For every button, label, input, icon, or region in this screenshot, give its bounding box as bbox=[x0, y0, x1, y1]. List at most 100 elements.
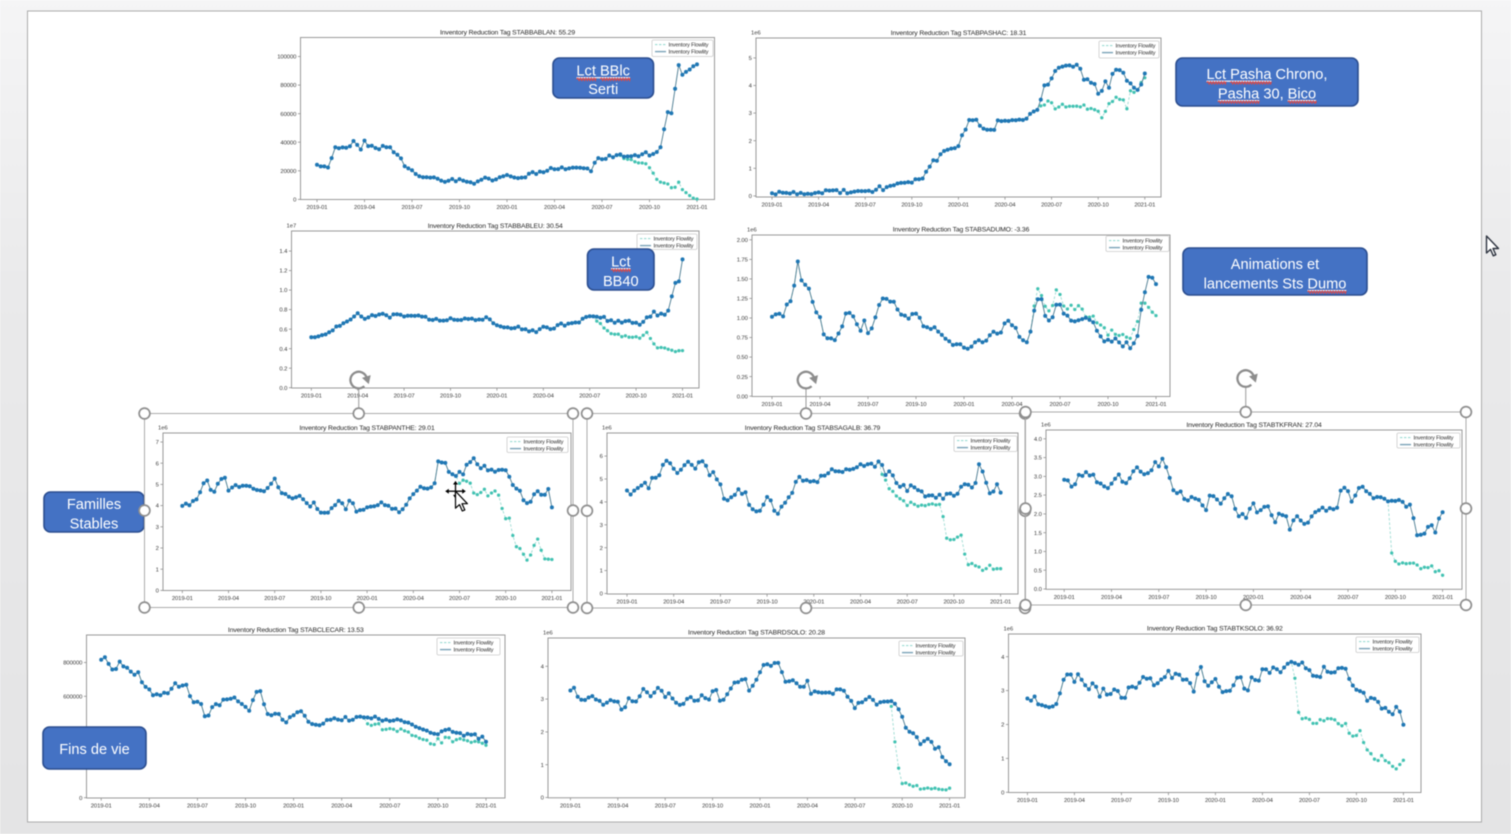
svg-text:2: 2 bbox=[600, 546, 603, 552]
svg-text:2020-04: 2020-04 bbox=[1290, 595, 1312, 601]
svg-text:2020-10: 2020-10 bbox=[1098, 402, 1120, 408]
svg-text:0: 0 bbox=[600, 592, 604, 598]
svg-text:4: 4 bbox=[156, 504, 160, 510]
svg-text:Stables: Stables bbox=[70, 517, 119, 533]
svg-text:2019-10: 2019-10 bbox=[1158, 798, 1180, 804]
svg-text:Inventory Reduction Tag STABPA: Inventory Reduction Tag STABPASHAC: 18.3… bbox=[891, 30, 1027, 37]
svg-text:2019-01: 2019-01 bbox=[301, 394, 322, 400]
svg-text:2020-10: 2020-10 bbox=[1385, 595, 1407, 601]
svg-text:2021-01: 2021-01 bbox=[1146, 402, 1167, 408]
svg-text:3: 3 bbox=[600, 523, 604, 529]
svg-text:1e6: 1e6 bbox=[747, 228, 757, 234]
svg-text:6: 6 bbox=[156, 461, 160, 467]
svg-text:Inventory Flowlity: Inventory Flowlity bbox=[1116, 51, 1156, 57]
svg-text:2020-04: 2020-04 bbox=[1002, 402, 1024, 408]
svg-text:2020-01: 2020-01 bbox=[357, 596, 378, 602]
svg-text:2019-04: 2019-04 bbox=[663, 600, 685, 606]
svg-text:0: 0 bbox=[79, 796, 83, 802]
svg-text:4: 4 bbox=[600, 500, 604, 506]
svg-text:40000: 40000 bbox=[280, 140, 297, 146]
svg-text:Inventory Reduction Tag STABTK: Inventory Reduction Tag STABTKFRAN: 27.0… bbox=[1186, 422, 1322, 429]
svg-text:600000: 600000 bbox=[63, 694, 83, 700]
svg-text:2020-10: 2020-10 bbox=[495, 596, 517, 602]
svg-text:Inventory Flowlity: Inventory Flowlity bbox=[971, 439, 1011, 445]
svg-text:2: 2 bbox=[541, 730, 544, 736]
svg-text:2020-07: 2020-07 bbox=[844, 803, 865, 809]
svg-text:2019-01: 2019-01 bbox=[91, 804, 112, 810]
svg-text:4: 4 bbox=[1001, 655, 1005, 661]
svg-text:2020-01: 2020-01 bbox=[948, 203, 969, 209]
svg-text:2.00: 2.00 bbox=[737, 238, 749, 244]
svg-text:Inventory Reduction Tag STABSA: Inventory Reduction Tag STABSADUMO: -3.3… bbox=[893, 227, 1030, 234]
svg-text:Lct: Lct bbox=[611, 255, 630, 271]
svg-text:2021-01: 2021-01 bbox=[1432, 595, 1453, 601]
svg-text:Inventory Flowlity: Inventory Flowlity bbox=[1373, 640, 1413, 646]
svg-text:2020-07: 2020-07 bbox=[1041, 203, 1062, 209]
svg-text:2019-07: 2019-07 bbox=[710, 600, 731, 606]
svg-text:2019-01: 2019-01 bbox=[762, 402, 783, 408]
svg-text:2020-10: 2020-10 bbox=[639, 205, 661, 211]
svg-text:1: 1 bbox=[749, 166, 752, 172]
svg-text:60000: 60000 bbox=[280, 112, 297, 118]
svg-text:2019-07: 2019-07 bbox=[858, 402, 879, 408]
svg-text:2020-07: 2020-07 bbox=[592, 205, 613, 211]
svg-text:0.0: 0.0 bbox=[1034, 587, 1043, 593]
svg-text:5: 5 bbox=[749, 56, 753, 62]
svg-text:2020-10: 2020-10 bbox=[1088, 203, 1110, 209]
svg-text:3.5: 3.5 bbox=[1034, 456, 1043, 462]
svg-text:2020-04: 2020-04 bbox=[403, 596, 425, 602]
svg-text:lancements Sts Dumo: lancements Sts Dumo bbox=[1204, 276, 1347, 292]
svg-text:2019-07: 2019-07 bbox=[1111, 798, 1132, 804]
svg-text:5: 5 bbox=[600, 477, 604, 483]
svg-text:2020-07: 2020-07 bbox=[1299, 798, 1320, 804]
svg-text:Inventory Reduction Tag STABTK: Inventory Reduction Tag STABTKSOLO: 36.9… bbox=[1147, 626, 1283, 633]
svg-text:0.25: 0.25 bbox=[737, 375, 749, 381]
svg-text:0.5: 0.5 bbox=[1034, 568, 1043, 574]
svg-text:1.50: 1.50 bbox=[737, 277, 749, 283]
svg-text:Inventory Flowlity: Inventory Flowlity bbox=[1414, 436, 1454, 442]
svg-text:3: 3 bbox=[541, 697, 545, 703]
svg-text:1.2: 1.2 bbox=[279, 269, 287, 275]
svg-text:2019-01: 2019-01 bbox=[762, 203, 783, 209]
svg-text:2019-01: 2019-01 bbox=[560, 803, 581, 809]
svg-text:2021-01: 2021-01 bbox=[990, 600, 1011, 606]
svg-text:2020-10: 2020-10 bbox=[626, 394, 648, 400]
svg-text:3: 3 bbox=[1001, 689, 1005, 695]
svg-text:Inventory Flowlity: Inventory Flowlity bbox=[669, 50, 709, 56]
svg-text:2021-01: 2021-01 bbox=[476, 804, 497, 810]
svg-text:1: 1 bbox=[541, 763, 544, 769]
svg-text:2019-04: 2019-04 bbox=[347, 394, 369, 400]
svg-text:2019-10: 2019-10 bbox=[757, 600, 779, 606]
svg-text:1.25: 1.25 bbox=[737, 297, 749, 303]
svg-text:2021-01: 2021-01 bbox=[541, 596, 562, 602]
svg-text:Inventory Reduction Tag STABBA: Inventory Reduction Tag STABBABLAN: 55.2… bbox=[440, 30, 575, 37]
svg-text:2: 2 bbox=[156, 546, 159, 552]
svg-text:800000: 800000 bbox=[63, 661, 83, 667]
svg-text:2019-10: 2019-10 bbox=[906, 402, 928, 408]
svg-text:2020-01: 2020-01 bbox=[803, 600, 824, 606]
svg-text:Pasha 30, Bico: Pasha 30, Bico bbox=[1218, 86, 1316, 102]
svg-text:2020-01: 2020-01 bbox=[1243, 595, 1264, 601]
svg-text:2020-01: 2020-01 bbox=[1205, 798, 1226, 804]
svg-text:4: 4 bbox=[541, 664, 545, 670]
svg-text:1: 1 bbox=[600, 569, 603, 575]
svg-text:2019-10: 2019-10 bbox=[1196, 595, 1218, 601]
svg-text:Familles: Familles bbox=[67, 497, 121, 513]
svg-text:2020-01: 2020-01 bbox=[954, 402, 975, 408]
svg-text:2019-10: 2019-10 bbox=[901, 203, 923, 209]
svg-text:Inventory Flowlity: Inventory Flowlity bbox=[524, 440, 564, 446]
svg-text:2021-01: 2021-01 bbox=[687, 205, 708, 211]
svg-text:2020-01: 2020-01 bbox=[486, 394, 507, 400]
svg-text:Inventory Flowlity: Inventory Flowlity bbox=[1123, 239, 1163, 245]
svg-text:2020-07: 2020-07 bbox=[1338, 595, 1359, 601]
svg-text:20000: 20000 bbox=[280, 169, 297, 175]
svg-text:2021-01: 2021-01 bbox=[1393, 798, 1414, 804]
svg-text:1.5: 1.5 bbox=[1034, 531, 1043, 537]
svg-text:2019-10: 2019-10 bbox=[449, 205, 471, 211]
svg-text:2019-04: 2019-04 bbox=[218, 596, 240, 602]
svg-text:2019-01: 2019-01 bbox=[1017, 798, 1038, 804]
svg-text:Inventory Flowlity: Inventory Flowlity bbox=[454, 641, 494, 647]
svg-text:2020-04: 2020-04 bbox=[1252, 798, 1274, 804]
svg-text:1.75: 1.75 bbox=[737, 258, 749, 264]
svg-text:2019-01: 2019-01 bbox=[617, 600, 638, 606]
